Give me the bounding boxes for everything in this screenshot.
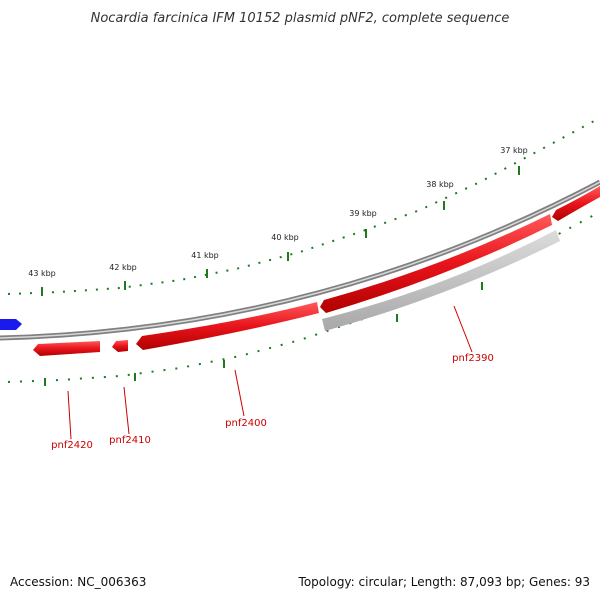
gene-pnf2410[interactable] — [112, 340, 128, 352]
scale-ticks — [41, 166, 520, 386]
gene-label[interactable]: pnf2400 — [225, 418, 267, 429]
gene-label[interactable]: pnf2390 — [452, 353, 494, 364]
summary-text: Topology: circular; Length: 87,093 bp; G… — [298, 575, 590, 589]
gene-label[interactable]: pnf2420 — [51, 440, 93, 451]
gene-blue[interactable] — [0, 319, 22, 330]
gene-pnf2400[interactable] — [136, 302, 319, 350]
gene-pnf2420[interactable] — [33, 341, 100, 356]
gene-pnf2390[interactable] — [322, 230, 560, 331]
scale-label: 38 kbp — [426, 180, 454, 189]
plasmid-backbone — [0, 179, 600, 341]
gene-red-a[interactable] — [320, 214, 552, 313]
scale-label: 43 kbp — [28, 269, 56, 278]
scale-label: 40 kbp — [271, 233, 299, 242]
scale-label: 42 kbp — [109, 263, 137, 272]
forward-genes — [33, 186, 600, 356]
scale-label: 39 kbp — [349, 209, 377, 218]
scale-label: 37 kbp — [500, 146, 528, 155]
accession-text: Accession: NC_006363 — [10, 575, 146, 589]
map-title: Nocardia farcinica IFM 10152 plasmid pNF… — [91, 11, 510, 26]
label-leaders — [67, 305, 473, 440]
gene-red-b[interactable] — [552, 186, 600, 221]
scale-label: 41 kbp — [191, 251, 219, 260]
gene-label[interactable]: pnf2410 — [109, 435, 151, 446]
